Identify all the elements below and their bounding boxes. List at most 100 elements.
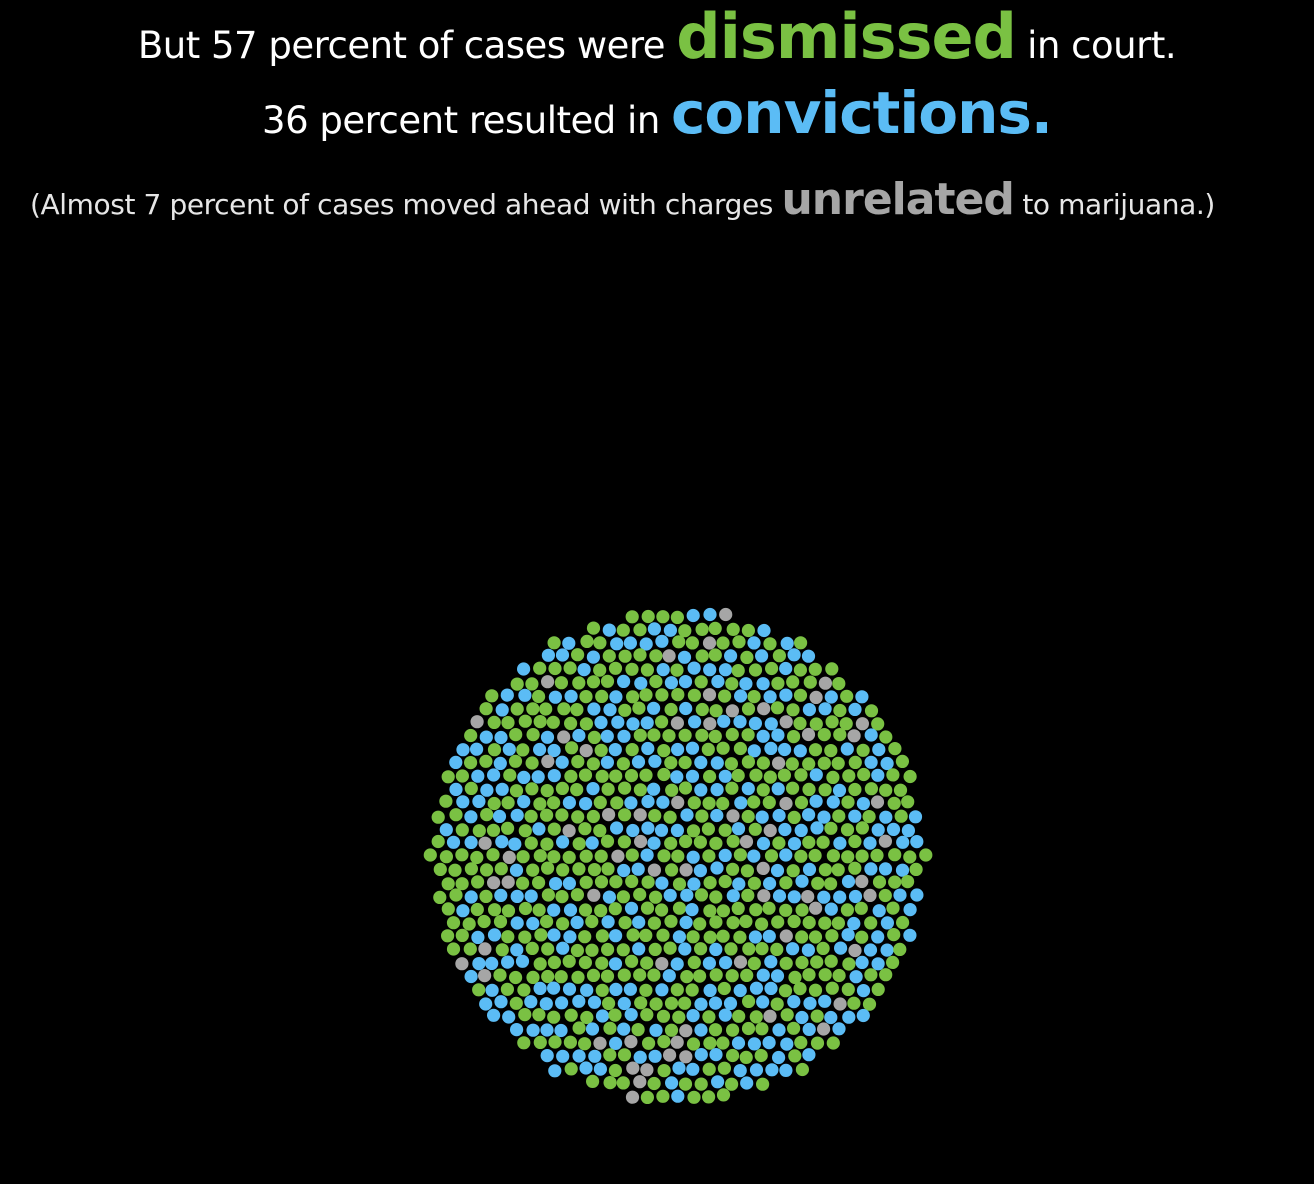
- case-dot-dismissed: [554, 970, 568, 984]
- case-dot-convictions: [510, 943, 524, 957]
- case-dot-dismissed: [693, 835, 708, 849]
- headline-line-2: 36 percent resulted in convictions.: [0, 78, 1314, 156]
- case-dot-dismissed: [642, 1036, 656, 1050]
- case-dot-dismissed: [818, 863, 833, 877]
- case-dot-dismissed: [649, 890, 663, 904]
- case-dot-dismissed: [446, 942, 461, 956]
- case-dot-dismissed: [532, 1008, 546, 1022]
- case-dot-convictions: [834, 941, 848, 955]
- case-dot-convictions: [579, 1061, 593, 1075]
- case-dot-dismissed: [541, 861, 555, 875]
- case-dot-dismissed: [633, 968, 647, 982]
- case-dot-unrelated: [779, 715, 793, 729]
- case-dot-dismissed: [455, 877, 469, 891]
- case-dot-convictions: [685, 903, 699, 917]
- case-dot-convictions: [747, 744, 761, 758]
- case-dot-dismissed: [733, 930, 747, 944]
- case-dot-unrelated: [763, 823, 777, 838]
- case-dot-convictions: [456, 743, 470, 757]
- case-dot-dismissed: [826, 849, 841, 863]
- case-dot-dismissed: [634, 996, 648, 1010]
- case-dot-dismissed: [593, 795, 607, 810]
- case-dot-dismissed: [678, 624, 692, 638]
- case-dot-dismissed: [602, 996, 616, 1011]
- case-dot-dismissed: [546, 715, 560, 729]
- case-dot-unrelated: [739, 835, 754, 849]
- case-dot-dismissed: [725, 969, 739, 983]
- case-dot-dismissed: [840, 903, 855, 917]
- case-dot-dismissed: [532, 903, 546, 917]
- case-dot-dismissed: [562, 954, 576, 968]
- case-dot-dismissed: [479, 889, 493, 904]
- case-dot-convictions: [903, 928, 917, 942]
- case-dot-convictions: [624, 1008, 638, 1022]
- case-dot-unrelated: [733, 955, 748, 969]
- case-dot-dismissed: [632, 701, 646, 715]
- case-dot-convictions: [464, 835, 478, 850]
- case-dot-convictions: [886, 822, 901, 837]
- case-dot-dismissed: [439, 794, 453, 808]
- case-dot-unrelated: [625, 1090, 640, 1104]
- case-dot-convictions: [688, 715, 702, 729]
- case-dot-dismissed: [657, 767, 671, 782]
- case-dot-convictions: [456, 904, 470, 918]
- case-dot-convictions: [449, 782, 463, 797]
- case-dot-dismissed: [748, 822, 762, 836]
- case-dot-dismissed: [578, 930, 592, 944]
- case-dot-dismissed: [886, 955, 900, 970]
- case-dot-unrelated: [809, 901, 823, 915]
- case-dot-convictions: [787, 995, 801, 1009]
- case-dot-dismissed: [824, 744, 838, 758]
- case-dot-dismissed: [895, 754, 910, 769]
- case-dot-unrelated: [725, 704, 740, 718]
- case-dot-unrelated: [611, 849, 625, 863]
- case-dot-convictions: [665, 1076, 679, 1090]
- case-dot-convictions: [748, 716, 763, 731]
- case-dot-convictions: [795, 874, 809, 888]
- case-dot-dismissed: [547, 955, 562, 970]
- case-dot-convictions: [710, 783, 724, 797]
- case-dot-dismissed: [501, 796, 515, 810]
- case-dot-dismissed: [586, 1074, 600, 1088]
- case-dot-dismissed: [547, 850, 561, 864]
- case-dot-dismissed: [887, 796, 901, 810]
- case-dot-dismissed: [595, 929, 610, 943]
- case-dot-dismissed: [901, 795, 915, 809]
- case-dot-unrelated: [801, 727, 816, 742]
- case-dot-convictions: [779, 688, 793, 702]
- case-dot-unrelated: [624, 1035, 638, 1049]
- case-dot-dismissed: [802, 968, 816, 982]
- case-dot-convictions: [779, 1063, 793, 1077]
- case-dot-convictions: [464, 810, 478, 824]
- case-dot-convictions: [679, 701, 693, 716]
- case-dot-dismissed: [826, 770, 840, 785]
- case-dot-convictions: [762, 1036, 776, 1050]
- case-dot-convictions: [672, 930, 687, 944]
- case-dot-convictions: [756, 729, 770, 743]
- case-dot-convictions: [601, 915, 615, 929]
- case-dot-convictions: [778, 822, 792, 837]
- case-dot-dismissed: [740, 864, 755, 878]
- case-dot-convictions: [880, 943, 894, 957]
- case-dot-convictions: [531, 770, 545, 784]
- case-dot-convictions: [631, 755, 646, 769]
- case-dot-dismissed: [625, 848, 639, 862]
- case-dot-convictions: [663, 623, 678, 637]
- case-dot-convictions: [779, 661, 793, 676]
- headline-line-3-note: (Almost 7 percent of cases moved ahead w…: [30, 172, 1215, 233]
- case-dot-dismissed: [640, 956, 654, 970]
- case-dot-dismissed: [779, 903, 793, 917]
- case-dot-convictions: [479, 997, 493, 1011]
- case-dot-dismissed: [724, 757, 739, 771]
- case-dot-dismissed: [726, 834, 740, 848]
- case-dot-dismissed: [879, 783, 893, 797]
- case-dot-convictions: [510, 808, 524, 822]
- case-dot-convictions: [747, 636, 761, 650]
- case-dot-dismissed: [633, 648, 647, 662]
- case-dot-dismissed: [709, 704, 723, 718]
- case-dot-convictions: [586, 782, 600, 796]
- case-dot-convictions: [802, 808, 816, 822]
- case-dot-dismissed: [848, 782, 862, 797]
- case-dot-dismissed: [603, 1076, 617, 1090]
- case-dot-dismissed: [540, 837, 554, 851]
